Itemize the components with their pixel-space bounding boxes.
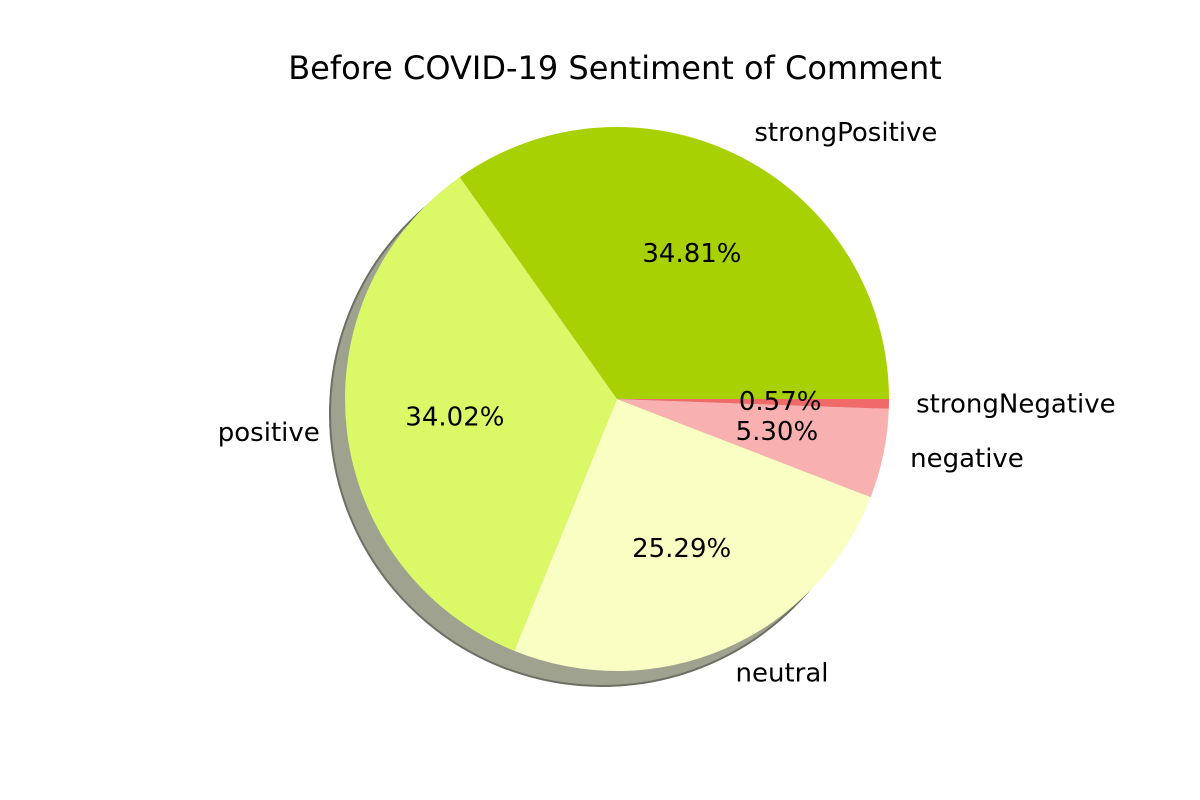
slice-label-strong-negative: strongNegative bbox=[916, 389, 1115, 419]
slice-percent-negative: 5.30% bbox=[736, 417, 819, 447]
slice-percent-neutral: 25.29% bbox=[632, 534, 731, 564]
slice-percent-strong-positive: 34.81% bbox=[642, 239, 741, 269]
pie-slice-negative bbox=[617, 399, 889, 498]
pie-slice-strong-positive bbox=[459, 127, 889, 400]
slice-label-strong-positive: strongPositive bbox=[754, 118, 937, 148]
pie-slice-strong-negative bbox=[617, 399, 889, 409]
slice-percent-positive: 34.02% bbox=[405, 403, 504, 433]
pie-slice-neutral bbox=[514, 399, 871, 671]
pie-slice-positive bbox=[344, 177, 617, 651]
slice-percent-strong-negative: 0.57% bbox=[739, 387, 822, 417]
chart-title: Before COVID-19 Sentiment of Comment bbox=[288, 49, 942, 87]
slice-label-negative: negative bbox=[910, 444, 1024, 474]
slice-label-neutral: neutral bbox=[736, 659, 829, 689]
slice-label-positive: positive bbox=[218, 418, 320, 448]
pie-label-layer: strongPositive 34.81% positive 34.02% neutra… bbox=[218, 118, 1116, 689]
pie-slice-layer bbox=[344, 127, 889, 671]
